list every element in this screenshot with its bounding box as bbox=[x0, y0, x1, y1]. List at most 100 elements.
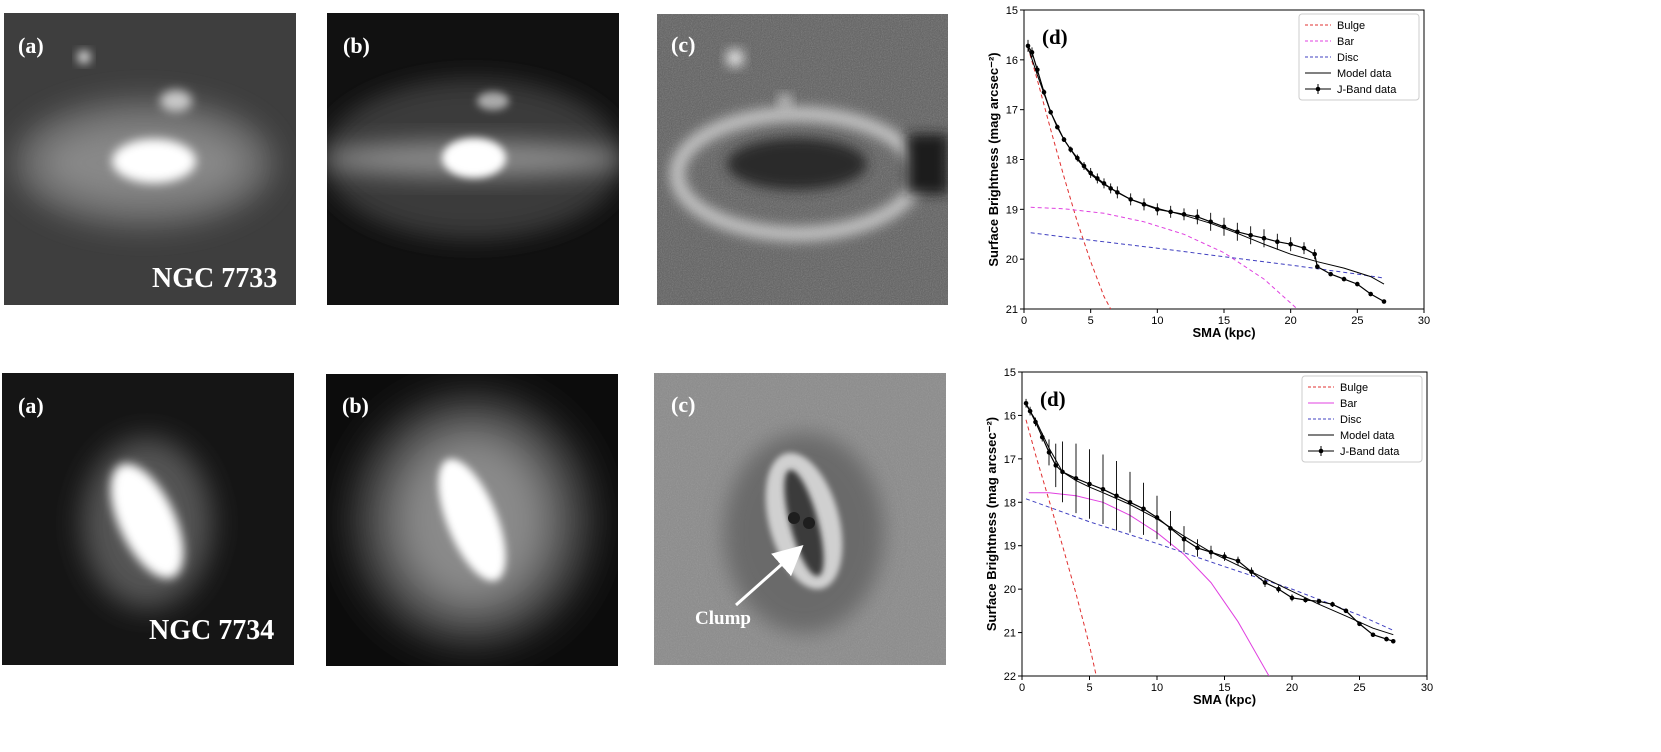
data-point bbox=[1301, 245, 1307, 251]
data-point bbox=[1384, 636, 1389, 642]
panel-label-d: (d) bbox=[1040, 387, 1066, 411]
series-line-bulge bbox=[1025, 419, 1097, 676]
y-tick-label: 19 bbox=[1004, 541, 1016, 553]
ngc7734-model-image-graphic bbox=[326, 374, 618, 666]
y-tick-label: 22 bbox=[1004, 671, 1016, 683]
galaxy-name-ngc7733: NGC 7733 bbox=[152, 263, 278, 294]
ngc7734-profile-chart: 0 5 10 15 20 25 30 15 16 17 18 19 20 21 22 SMA (kpc) Sur… bbox=[980, 362, 1440, 714]
data-point bbox=[1195, 214, 1200, 220]
legend-swatch-point bbox=[1318, 448, 1324, 454]
y-tick-label: 15 bbox=[1006, 5, 1018, 17]
legend-label: Model data bbox=[1337, 68, 1392, 80]
data-point bbox=[1053, 463, 1059, 468]
series-line-bulge bbox=[1027, 47, 1112, 309]
legend-swatch-point bbox=[1315, 86, 1321, 92]
legend-label: Bulge bbox=[1340, 382, 1368, 394]
y-tick-label: 16 bbox=[1006, 55, 1018, 67]
legend-label: Disc bbox=[1337, 52, 1359, 64]
data-point bbox=[1328, 271, 1333, 277]
data-point bbox=[1275, 239, 1280, 245]
data-point bbox=[1035, 67, 1040, 73]
data-point bbox=[1316, 599, 1322, 604]
data-point bbox=[1055, 124, 1060, 130]
series-line-disc bbox=[1025, 498, 1394, 631]
data-point bbox=[1101, 181, 1107, 186]
y-tick-label: 21 bbox=[1006, 304, 1018, 316]
data-point bbox=[1248, 232, 1253, 238]
data-point bbox=[1068, 147, 1073, 152]
y-tick-label: 17 bbox=[1006, 105, 1018, 117]
x-tick-label: 0 bbox=[1021, 315, 1027, 327]
ngc7734-residual-image-graphic bbox=[654, 373, 946, 665]
x-tick-label: 20 bbox=[1286, 682, 1298, 694]
y-tick-label: 20 bbox=[1004, 584, 1016, 596]
data-point bbox=[1355, 281, 1360, 287]
data-point bbox=[1048, 109, 1053, 115]
data-point bbox=[1168, 209, 1173, 215]
x-axis-label: SMA (kpc) bbox=[1193, 692, 1256, 707]
y-tick-label: 18 bbox=[1004, 497, 1016, 509]
clump-arrow bbox=[735, 545, 804, 607]
data-point bbox=[1033, 419, 1038, 425]
data-point bbox=[1061, 137, 1067, 142]
panel-label-a: (a) bbox=[18, 33, 44, 58]
x-tick-label: 25 bbox=[1353, 682, 1365, 694]
x-tick-label: 30 bbox=[1418, 315, 1430, 327]
data-point bbox=[1208, 219, 1213, 225]
plot-area bbox=[1023, 398, 1396, 676]
data-point bbox=[1235, 229, 1240, 235]
x-tick-label: 0 bbox=[1019, 682, 1025, 694]
ngc7733-profile-svg: 0 5 10 15 20 25 30 15 16 17 18 19 20 21 SMA (kpc) Surfa… bbox=[986, 5, 1430, 340]
y-axis-label: Surface Brightness (mag arcsec⁻²) bbox=[986, 52, 1001, 266]
legend-label: Bar bbox=[1340, 398, 1357, 410]
ngc7733-model-image-graphic bbox=[327, 13, 619, 305]
data-point bbox=[1208, 549, 1214, 555]
data-point bbox=[1262, 580, 1268, 585]
legend-box bbox=[1298, 13, 1420, 101]
data-point bbox=[1023, 400, 1029, 406]
data-point bbox=[1249, 569, 1254, 575]
panel-label-b: (b) bbox=[342, 393, 369, 418]
data-point bbox=[1288, 241, 1293, 247]
data-point bbox=[1368, 291, 1373, 297]
data-point bbox=[1115, 190, 1120, 195]
x-tick-label: 5 bbox=[1086, 682, 1092, 694]
x-tick-label: 30 bbox=[1421, 682, 1433, 694]
data-point bbox=[1181, 536, 1187, 542]
data-point bbox=[1341, 276, 1347, 282]
series-line-bar bbox=[1030, 206, 1298, 309]
data-point bbox=[1141, 506, 1146, 512]
data-point bbox=[1060, 469, 1065, 475]
data-point bbox=[1381, 299, 1387, 304]
data-point bbox=[1289, 595, 1295, 601]
x-axis-label: SMA (kpc) bbox=[1192, 325, 1255, 340]
ngc7733-residual-image-graphic bbox=[657, 14, 948, 305]
legend-label: Model data bbox=[1340, 430, 1395, 442]
data-point bbox=[1390, 638, 1396, 644]
y-tick-label: 16 bbox=[1004, 410, 1016, 422]
data-point bbox=[1114, 493, 1119, 499]
x-tick-label: 15 bbox=[1218, 682, 1230, 694]
ngc7734-observed-image-graphic bbox=[2, 373, 294, 665]
legend-label: Bulge bbox=[1337, 20, 1365, 32]
ngc7733-model-image: (b) bbox=[327, 13, 619, 305]
ngc7733-observed-image-graphic bbox=[4, 13, 296, 305]
series-line-disc bbox=[1030, 232, 1385, 279]
data-point bbox=[1154, 515, 1160, 520]
data-point bbox=[1221, 224, 1227, 230]
data-point bbox=[1303, 597, 1308, 603]
ngc7734-profile-svg: 0 5 10 15 20 25 30 15 16 17 18 19 20 21 22 SMA (kpc) Sur… bbox=[984, 367, 1433, 707]
x-tick-label: 5 bbox=[1088, 315, 1094, 327]
data-point bbox=[1370, 632, 1376, 638]
data-point bbox=[1041, 89, 1047, 95]
data-point bbox=[1330, 602, 1335, 607]
data-point bbox=[1127, 499, 1133, 505]
data-point bbox=[1155, 207, 1160, 212]
data-point bbox=[1181, 212, 1187, 217]
data-point bbox=[1261, 235, 1267, 241]
panel-label-d: (d) bbox=[1042, 25, 1068, 49]
data-point bbox=[1312, 251, 1317, 257]
data-point bbox=[1087, 481, 1092, 487]
data-point bbox=[1027, 408, 1033, 414]
ngc7733-residual-image: (c) bbox=[657, 14, 948, 305]
